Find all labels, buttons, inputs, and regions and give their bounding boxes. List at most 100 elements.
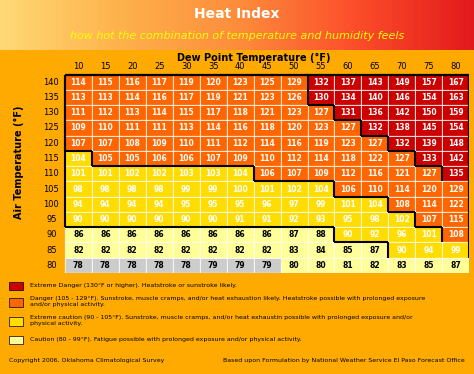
Bar — [415, 105, 442, 120]
Text: 107: 107 — [421, 215, 437, 224]
Text: 82: 82 — [127, 246, 137, 255]
Text: 86: 86 — [181, 230, 191, 239]
Bar — [308, 120, 335, 136]
Text: 118: 118 — [340, 154, 356, 163]
Text: 121: 121 — [232, 93, 248, 102]
Bar — [92, 90, 119, 105]
Bar — [388, 242, 415, 258]
Text: 154: 154 — [421, 93, 437, 102]
Text: 163: 163 — [448, 93, 464, 102]
Bar — [173, 227, 200, 242]
Bar — [308, 74, 335, 90]
Text: 115: 115 — [98, 78, 113, 87]
Bar — [146, 90, 173, 105]
Bar — [146, 197, 173, 212]
Text: 15: 15 — [100, 62, 110, 71]
Bar — [173, 120, 200, 136]
Bar — [254, 105, 281, 120]
Bar — [254, 181, 281, 197]
Text: 82: 82 — [100, 246, 110, 255]
Text: Dew Point Temperature (°F): Dew Point Temperature (°F) — [177, 53, 330, 63]
Bar — [442, 120, 469, 136]
Text: 123: 123 — [313, 123, 329, 132]
Bar — [65, 105, 92, 120]
Bar — [335, 181, 361, 197]
Bar — [146, 181, 173, 197]
Text: 133: 133 — [421, 154, 437, 163]
Text: 82: 82 — [235, 246, 246, 255]
Bar — [335, 242, 361, 258]
Text: 79: 79 — [235, 261, 246, 270]
Bar — [415, 151, 442, 166]
Bar — [92, 120, 119, 136]
Bar — [227, 74, 254, 90]
Text: 123: 123 — [259, 93, 275, 102]
Bar — [227, 105, 254, 120]
Bar — [254, 258, 281, 273]
Text: Danger (105 - 129°F). Sunstroke, muscle cramps, and/or heat exhaustion likely. H: Danger (105 - 129°F). Sunstroke, muscle … — [30, 296, 426, 307]
Bar — [361, 212, 388, 227]
Bar — [146, 105, 173, 120]
Bar — [281, 74, 308, 90]
Text: 90: 90 — [343, 230, 353, 239]
Text: 109: 109 — [151, 139, 167, 148]
Bar — [227, 166, 254, 181]
Text: 127: 127 — [340, 123, 356, 132]
Text: 92: 92 — [289, 215, 299, 224]
Text: 112: 112 — [232, 139, 248, 148]
Text: 99: 99 — [450, 246, 461, 255]
Bar — [442, 258, 469, 273]
Bar — [119, 166, 146, 181]
Bar — [227, 120, 254, 136]
Bar — [65, 258, 92, 273]
Text: 102: 102 — [394, 215, 410, 224]
Bar — [442, 227, 469, 242]
Text: 123: 123 — [232, 78, 248, 87]
Text: 116: 116 — [232, 123, 248, 132]
Text: 127: 127 — [421, 169, 437, 178]
Bar — [119, 242, 146, 258]
Text: 115: 115 — [448, 215, 464, 224]
Text: 117: 117 — [205, 108, 221, 117]
Text: 121: 121 — [259, 108, 275, 117]
Text: 40: 40 — [235, 62, 246, 71]
Text: 140: 140 — [44, 78, 59, 87]
Text: 159: 159 — [448, 108, 464, 117]
Bar — [442, 166, 469, 181]
Bar — [119, 197, 146, 212]
Bar — [415, 212, 442, 227]
Text: 106: 106 — [151, 154, 167, 163]
Bar — [254, 166, 281, 181]
Text: 91: 91 — [235, 215, 246, 224]
Bar — [119, 74, 146, 90]
Text: 94: 94 — [154, 200, 164, 209]
Text: Heat Index: Heat Index — [194, 7, 280, 21]
Text: 98: 98 — [127, 184, 137, 193]
Text: 82: 82 — [181, 246, 191, 255]
Bar — [92, 212, 119, 227]
Bar — [361, 74, 388, 90]
Text: 87: 87 — [370, 246, 380, 255]
Text: 92: 92 — [370, 230, 380, 239]
Text: 130: 130 — [44, 108, 59, 117]
Bar — [442, 136, 469, 151]
Bar — [281, 181, 308, 197]
Text: 104: 104 — [313, 184, 329, 193]
Text: 102: 102 — [124, 169, 140, 178]
Bar — [227, 227, 254, 242]
Bar — [65, 74, 92, 90]
Text: 146: 146 — [394, 93, 410, 102]
Text: 90: 90 — [127, 215, 137, 224]
Bar — [281, 242, 308, 258]
Bar — [119, 136, 146, 151]
Text: 154: 154 — [448, 123, 464, 132]
Bar — [200, 242, 227, 258]
Bar — [200, 212, 227, 227]
Text: 99: 99 — [181, 184, 191, 193]
Bar — [361, 105, 388, 120]
Bar — [92, 197, 119, 212]
Text: 83: 83 — [289, 246, 300, 255]
Text: 82: 82 — [73, 246, 84, 255]
Bar — [308, 136, 335, 151]
Bar — [442, 90, 469, 105]
